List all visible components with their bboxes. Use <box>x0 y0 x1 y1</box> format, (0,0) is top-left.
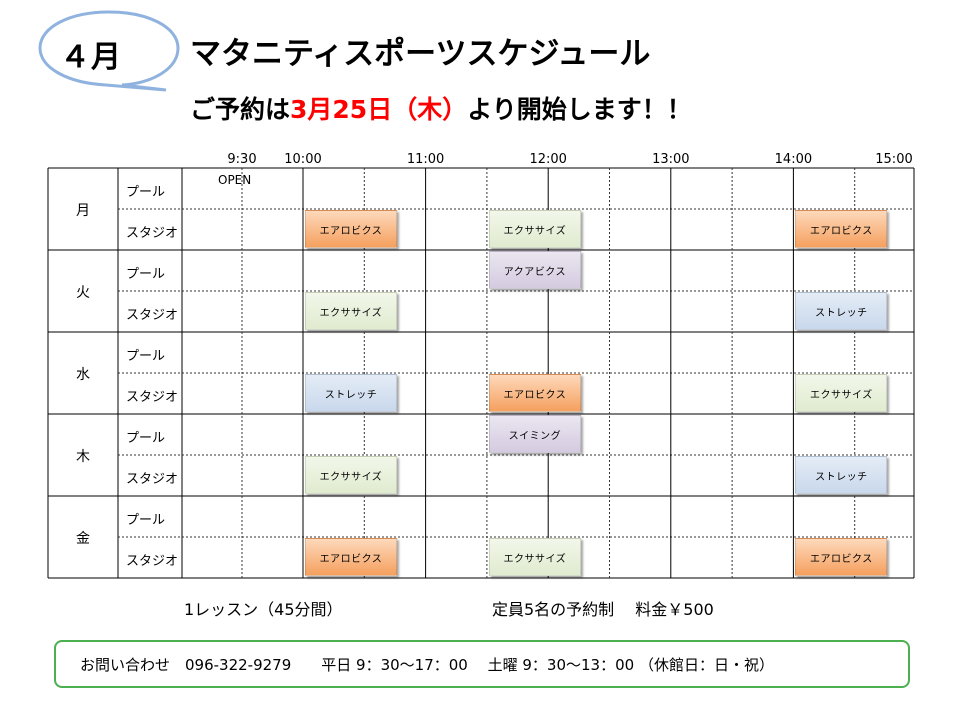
time-label: 12:00 <box>529 152 567 167</box>
lesson-block[interactable]: アクアビクス <box>488 251 581 289</box>
time-label: 9:30 <box>227 152 257 167</box>
month-label: ４月 <box>60 40 122 75</box>
capacity-price: 定員5名の予約制 料金￥500 <box>492 600 714 619</box>
lesson-block[interactable]: エクササイズ <box>305 456 397 494</box>
lesson-block[interactable]: エアロビクス <box>305 210 397 248</box>
room-label-studio: スタジオ <box>126 554 179 569</box>
lesson-block[interactable]: ストレッチ <box>305 374 397 412</box>
room-label-studio: スタジオ <box>126 472 179 487</box>
lesson-block[interactable]: エクササイズ <box>795 374 888 412</box>
page-title: マタニティスポーツスケジュール <box>190 36 651 72</box>
lesson-block[interactable]: スイミング <box>488 415 581 453</box>
day-label: 火 <box>76 285 90 301</box>
time-label: 15:00 <box>875 152 913 167</box>
lesson-block[interactable]: エクササイズ <box>488 210 581 248</box>
open-label: OPEN <box>218 173 252 187</box>
room-label-pool: プール <box>126 431 166 446</box>
lesson-block[interactable]: エクササイズ <box>488 538 581 576</box>
day-label: 金 <box>76 531 90 547</box>
time-label: 11:00 <box>406 152 445 167</box>
day-label: 水 <box>76 367 90 383</box>
contact-info: お問い合わせ 096-322-9279 平日 9：30～17：00 土曜 9：3… <box>80 656 774 674</box>
notice-prefix: ご予約は <box>190 95 291 124</box>
room-label-pool: プール <box>126 349 166 364</box>
lesson-block[interactable]: エアロビクス <box>795 538 888 576</box>
lesson-block[interactable]: ストレッチ <box>795 292 888 330</box>
lesson-block[interactable]: エクササイズ <box>305 292 397 330</box>
lesson-length: 1レッスン（45分間） <box>184 600 343 619</box>
contact-box <box>54 640 910 688</box>
lesson-block[interactable]: エアロビクス <box>795 210 888 248</box>
notice-suffix: より開始します！！ <box>467 95 692 124</box>
lesson-block[interactable]: エアロビクス <box>305 538 397 576</box>
room-label-studio: スタジオ <box>126 308 179 323</box>
lesson-block[interactable]: エアロビクス <box>488 374 581 412</box>
day-label: 月 <box>76 203 90 219</box>
notice-date: 3月25日（木） <box>290 95 468 124</box>
reservation-notice: ご予約は3月25日（木）より開始します！！ <box>190 90 692 126</box>
time-label: 13:00 <box>652 152 690 167</box>
room-label-studio: スタジオ <box>126 390 179 405</box>
month-bubble <box>38 10 180 92</box>
time-label: 10:00 <box>284 152 322 167</box>
room-label-pool: プール <box>126 185 166 200</box>
lesson-block[interactable]: ストレッチ <box>795 456 888 494</box>
room-label-pool: プール <box>126 513 166 528</box>
room-label-studio: スタジオ <box>126 226 179 241</box>
room-label-pool: プール <box>126 267 166 282</box>
time-label: 14:00 <box>774 152 813 167</box>
day-label: 木 <box>76 449 90 465</box>
